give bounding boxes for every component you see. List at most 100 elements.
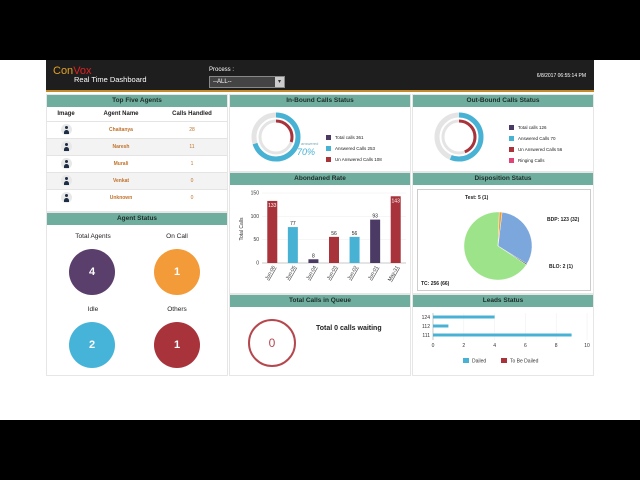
disposition-frame	[417, 189, 591, 291]
pie-slice[interactable]	[463, 211, 527, 281]
table-row: Unknown 0	[47, 188, 227, 206]
outbound-donut	[434, 112, 484, 162]
agent-name: Murali	[85, 154, 157, 172]
abandoned-rate-title: Abondaned Rate	[230, 173, 410, 185]
queue-panel: Total Calls in Queue 0 Total 0 calls wai…	[229, 294, 411, 376]
agent-name: Chaitanya	[85, 120, 157, 138]
bar[interactable]	[308, 259, 319, 263]
x-tick-label: May-31	[387, 265, 401, 283]
col-calls-handled: Calls Handled	[172, 110, 212, 117]
idle-circle[interactable]: 2	[69, 322, 115, 368]
y-tick-label: 150	[251, 191, 260, 197]
legend-label: To Be Dailed	[510, 359, 539, 365]
user-icon	[60, 158, 72, 169]
outbound-legend-answered: Answered Calls 70	[509, 136, 556, 142]
bar-value-label: 56	[352, 231, 358, 237]
y-tick-label: 124	[422, 315, 431, 321]
chevron-down-icon[interactable]: ▾	[275, 77, 284, 87]
x-tick-label: Jun-04	[305, 265, 318, 281]
x-tick-label: 10	[584, 343, 590, 349]
x-tick-label: Jun-03	[326, 265, 339, 281]
queue-title: Total Calls in Queue	[230, 295, 410, 307]
agent-calls: 28	[157, 120, 227, 138]
x-tick-label: Jun-06	[264, 265, 277, 281]
x-tick-label: Jun-01	[367, 265, 380, 281]
bar-value-label: 133	[268, 203, 277, 209]
table-row: Chaitanya 28	[47, 120, 227, 138]
col-agent-name: Agent Name	[103, 110, 139, 117]
inbound-unanswered-arc	[258, 119, 294, 155]
leads-panel: Leads Status 0 2 4 6 8 10 124 112 111 Dailed To Be…	[412, 294, 594, 376]
abandoned-rate-chart: Total Calls 0 50 100 150 133 Jun-06 77 Jun-05 8 J…	[239, 191, 406, 283]
user-icon	[60, 175, 72, 186]
legend-label: Dailed	[472, 359, 486, 365]
outbound-title: Out-Bound Calls Status	[413, 95, 593, 107]
disposition-chart: BDP: 123 (32) BLO: 2 (1) TC: 256 (66) Test:…	[421, 195, 580, 287]
bar[interactable]	[287, 227, 298, 263]
lead-bar[interactable]	[433, 333, 572, 337]
pie-slice-label: TC: 256 (66)	[421, 281, 450, 287]
bar[interactable]	[329, 236, 339, 263]
lead-bar[interactable]	[433, 324, 449, 328]
total-agents-circle[interactable]: 4	[69, 249, 115, 295]
queue-count-circle: 0	[248, 319, 296, 367]
datetime: 6/8/2017 06:55:14 PM	[536, 73, 586, 79]
legend-swatch	[463, 358, 469, 363]
queue-message: Total 0 calls waiting	[316, 325, 382, 332]
bar[interactable]	[370, 219, 381, 263]
others-circle[interactable]: 1	[154, 322, 200, 368]
y-tick-label: 50	[253, 237, 259, 243]
inbound-title: In-Bound Calls Status	[230, 95, 410, 107]
x-tick-label: 0	[432, 343, 435, 349]
on-call-circle[interactable]: 1	[154, 249, 200, 295]
y-tick-label: 0	[256, 261, 259, 267]
abandoned-rate-panel: Abondaned Rate Total Calls 0 50 100 150 133 J…	[229, 172, 411, 294]
user-icon	[60, 124, 72, 135]
table-row: Venkat 0	[47, 171, 227, 189]
inbound-legend-answered: Answered Calls 253	[326, 146, 375, 152]
process-value: --ALL--	[213, 79, 232, 85]
outbound-unanswered-arc	[441, 119, 477, 155]
idle-label: Idle	[87, 306, 99, 313]
top-agents-table: Image Agent Name Calls Handled Chaitanya…	[47, 107, 227, 206]
bar[interactable]	[267, 200, 278, 263]
outbound-panel: Out-Bound Calls Status Total calls 126 A…	[412, 94, 594, 172]
pie-slice[interactable]	[497, 212, 533, 265]
lead-bar[interactable]	[433, 315, 495, 319]
bar-value-label: 56	[331, 231, 337, 237]
process-select[interactable]: --ALL-- ▾	[209, 76, 285, 88]
col-image: Image	[57, 110, 75, 117]
y-tick-label: 112	[422, 324, 430, 330]
outbound-answered-arc	[434, 112, 484, 162]
x-tick-label: Jun-02	[346, 265, 359, 281]
on-call-label: On Call	[166, 233, 188, 240]
y-tick-label: 100	[251, 214, 260, 220]
agent-name: Venkat	[85, 171, 157, 189]
total-agents-label: Total Agents	[75, 233, 111, 240]
inbound-panel: In-Bound Calls Status answered 70% Total…	[229, 94, 411, 172]
bar-value-label: 8	[312, 253, 315, 259]
inbound-donut: answered 70%	[251, 112, 318, 162]
agent-status-title: Agent Status	[47, 213, 227, 225]
inbound-legend-unanswered: Un Answered Calls 108	[326, 157, 382, 163]
x-tick-label: 6	[524, 343, 527, 349]
table-row: Murali 1	[47, 154, 227, 172]
inbound-answered-arc	[251, 112, 301, 162]
y-axis-label: Total Calls	[239, 217, 245, 241]
bar[interactable]	[390, 196, 401, 263]
user-icon	[60, 141, 72, 152]
agent-status-panel: Agent Status Total Agents On Call 4 1 Id…	[46, 212, 228, 376]
process-label: Process :	[209, 67, 235, 73]
pie-slice[interactable]	[497, 211, 503, 247]
leads-title: Leads Status	[413, 295, 593, 307]
x-tick-label: 2	[462, 343, 465, 349]
table-row: Naresh 11	[47, 137, 227, 155]
bar[interactable]	[349, 236, 360, 263]
app-subtitle: Real Time Dashboard	[74, 75, 147, 84]
disposition-title: Disposition Status	[413, 173, 593, 185]
x-tick-label: Jun-05	[285, 265, 298, 281]
brand-logo: ConVox	[53, 65, 92, 77]
outbound-legend-ringing: Ringing Calls	[509, 158, 545, 164]
app-header: ConVox Real Time Dashboard Process : --A…	[46, 60, 594, 92]
bar-value-label: 77	[290, 221, 296, 227]
